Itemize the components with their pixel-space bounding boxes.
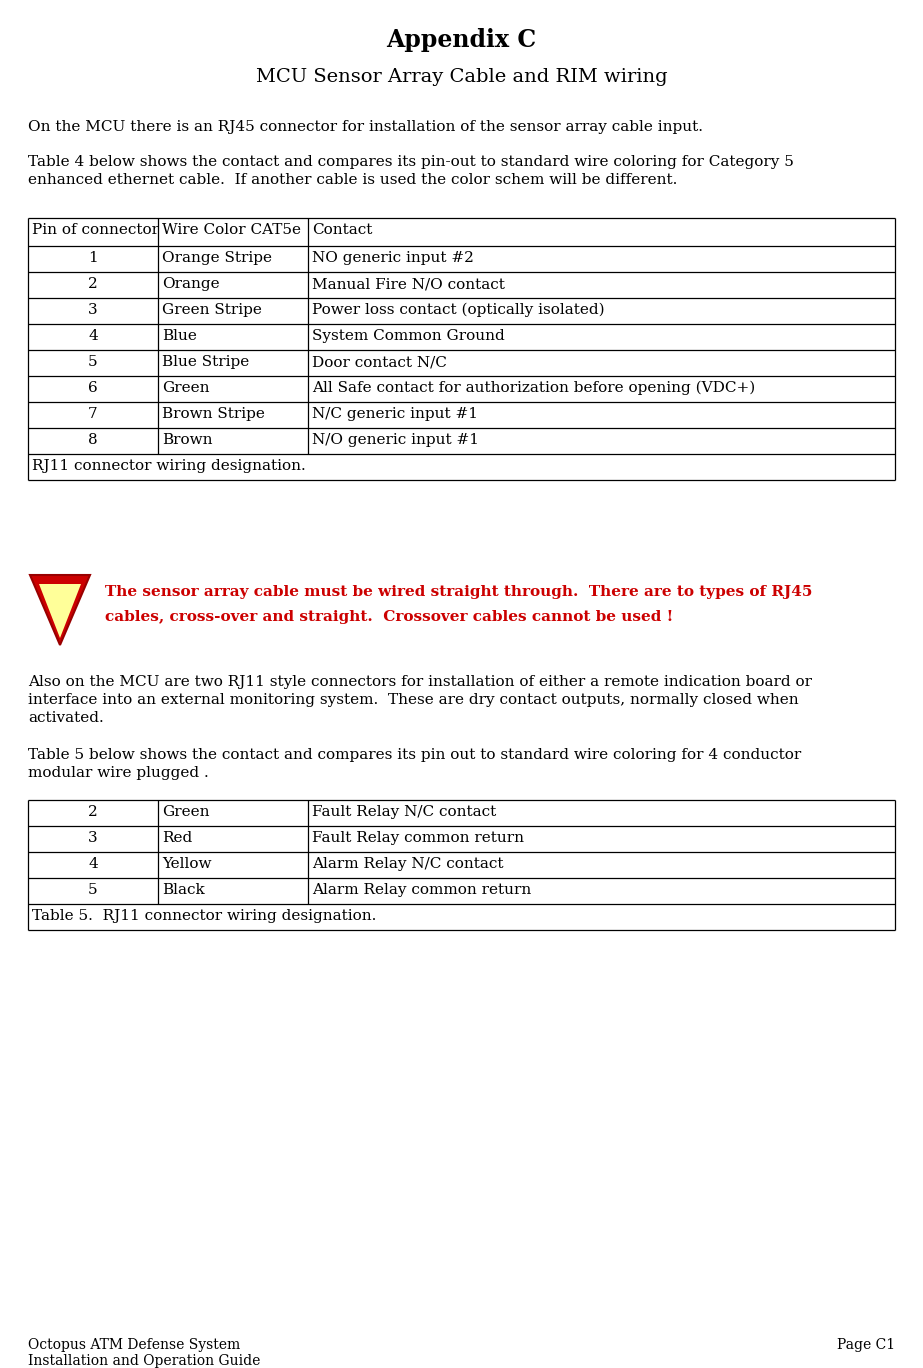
Text: modular wire plugged .: modular wire plugged . <box>28 766 209 780</box>
Text: Page C1: Page C1 <box>837 1338 895 1352</box>
Text: N/O generic input #1: N/O generic input #1 <box>312 434 479 447</box>
Text: Fault Relay common return: Fault Relay common return <box>312 830 524 845</box>
Text: Table 5.  RJ11 connector wiring designation.: Table 5. RJ11 connector wiring designati… <box>32 908 377 923</box>
Text: Green: Green <box>162 804 210 819</box>
Text: 5: 5 <box>89 356 98 369</box>
Text: 1: 1 <box>88 250 98 265</box>
Text: 5: 5 <box>89 882 98 897</box>
Text: NO generic input #2: NO generic input #2 <box>312 250 473 265</box>
Text: Black: Black <box>162 882 205 897</box>
Text: 4: 4 <box>88 856 98 871</box>
Text: Fault Relay N/C contact: Fault Relay N/C contact <box>312 804 497 819</box>
Text: System Common Ground: System Common Ground <box>312 328 505 343</box>
Text: Red: Red <box>162 830 192 845</box>
Text: 4: 4 <box>88 328 98 343</box>
Text: enhanced ethernet cable.  If another cable is used the color schem will be diffe: enhanced ethernet cable. If another cabl… <box>28 172 677 187</box>
Text: 8: 8 <box>89 434 98 447</box>
Text: 2: 2 <box>88 804 98 819</box>
Text: Blue Stripe: Blue Stripe <box>162 356 249 369</box>
Polygon shape <box>30 575 90 644</box>
Text: Table 5 below shows the contact and compares its pin out to standard wire colori: Table 5 below shows the contact and comp… <box>28 748 801 762</box>
Text: Door contact N/C: Door contact N/C <box>312 356 447 369</box>
Text: 2: 2 <box>88 276 98 291</box>
Text: 3: 3 <box>89 302 98 317</box>
Text: Yellow: Yellow <box>162 856 211 871</box>
Text: Appendix C: Appendix C <box>387 27 536 52</box>
Text: Pin of connector: Pin of connector <box>32 223 159 237</box>
Text: Green: Green <box>162 382 210 395</box>
Text: Orange Stripe: Orange Stripe <box>162 250 272 265</box>
Text: Brown Stripe: Brown Stripe <box>162 408 265 421</box>
Text: Green Stripe: Green Stripe <box>162 302 262 317</box>
Text: RJ11 connector wiring designation.: RJ11 connector wiring designation. <box>32 460 306 473</box>
Text: Brown: Brown <box>162 434 212 447</box>
Text: Installation and Operation Guide: Installation and Operation Guide <box>28 1354 260 1368</box>
Text: cables, cross-over and straight.  Crossover cables cannot be used !: cables, cross-over and straight. Crossov… <box>105 610 673 624</box>
Text: Also on the MCU are two RJ11 style connectors for installation of either a remot: Also on the MCU are two RJ11 style conne… <box>28 674 812 689</box>
Text: Table 4 below shows the contact and compares its pin-out to standard wire colori: Table 4 below shows the contact and comp… <box>28 155 794 170</box>
Text: All Safe contact for authorization before opening (VDC+): All Safe contact for authorization befor… <box>312 382 755 395</box>
Text: 7: 7 <box>89 408 98 421</box>
Text: 6: 6 <box>88 382 98 395</box>
Text: MCU Sensor Array Cable and RIM wiring: MCU Sensor Array Cable and RIM wiring <box>256 68 667 86</box>
Text: interface into an external monitoring system.  These are dry contact outputs, no: interface into an external monitoring sy… <box>28 694 798 707</box>
Text: Octopus ATM Defense System: Octopus ATM Defense System <box>28 1338 240 1352</box>
Text: Blue: Blue <box>162 328 197 343</box>
Text: Contact: Contact <box>312 223 372 237</box>
Text: N/C generic input #1: N/C generic input #1 <box>312 408 478 421</box>
Text: On the MCU there is an RJ45 connector for installation of the sensor array cable: On the MCU there is an RJ45 connector fo… <box>28 120 703 134</box>
Text: activated.: activated. <box>28 711 103 725</box>
Text: Wire Color CAT5e: Wire Color CAT5e <box>162 223 301 237</box>
Text: Orange: Orange <box>162 276 220 291</box>
Polygon shape <box>39 584 81 637</box>
Text: 3: 3 <box>89 830 98 845</box>
Text: The sensor array cable must be wired straight through.  There are to types of RJ: The sensor array cable must be wired str… <box>105 586 812 599</box>
Text: Alarm Relay N/C contact: Alarm Relay N/C contact <box>312 856 504 871</box>
Text: Manual Fire N/O contact: Manual Fire N/O contact <box>312 276 505 291</box>
Text: Power loss contact (optically isolated): Power loss contact (optically isolated) <box>312 302 605 317</box>
Text: Alarm Relay common return: Alarm Relay common return <box>312 882 532 897</box>
